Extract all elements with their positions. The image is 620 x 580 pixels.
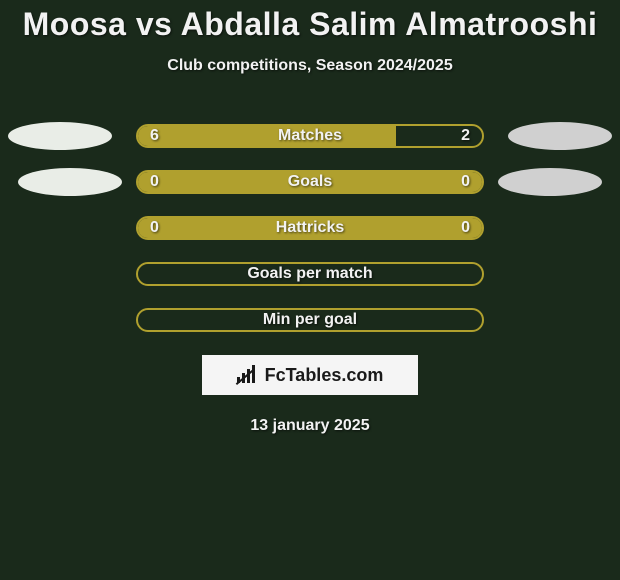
comparison-infographic: Moosa vs Abdalla Salim Almatrooshi Club … — [0, 0, 620, 580]
stat-bar-track: Matches 6 2 — [136, 124, 484, 148]
stat-row: Hattricks 0 0 — [0, 205, 620, 251]
player-left-ellipse — [18, 168, 122, 196]
stat-bar-label: Goals — [288, 173, 332, 191]
stat-bar-track: Hattricks 0 0 — [136, 216, 484, 240]
subtitle: Club competitions, Season 2024/2025 — [0, 57, 620, 75]
stat-value-right: 2 — [461, 127, 470, 145]
player-right-ellipse — [508, 122, 612, 150]
stat-value-right: 0 — [461, 219, 470, 237]
stat-value-right: 0 — [461, 173, 470, 191]
stat-row: Min per goal — [0, 297, 620, 343]
stat-bar-track: Min per goal — [136, 308, 484, 332]
player-left-ellipse — [8, 122, 112, 150]
stat-row: Goals 0 0 — [0, 159, 620, 205]
brand-text: FcTables.com — [265, 365, 384, 386]
stat-row: Goals per match — [0, 251, 620, 297]
stat-bar-label: Min per goal — [263, 311, 357, 329]
stat-bar-label: Hattricks — [276, 219, 344, 237]
stat-value-left: 0 — [150, 173, 159, 191]
stat-bar-track: Goals 0 0 — [136, 170, 484, 194]
footer-date: 13 january 2025 — [0, 417, 620, 435]
stat-value-left: 0 — [150, 219, 159, 237]
stat-row: Matches 6 2 — [0, 113, 620, 159]
page-title: Moosa vs Abdalla Salim Almatrooshi — [0, 0, 620, 43]
brand-badge: FcTables.com — [202, 355, 418, 395]
stat-bar-label: Goals per match — [247, 265, 372, 283]
stat-bar-label: Matches — [278, 127, 342, 145]
stat-value-left: 6 — [150, 127, 159, 145]
stat-bars-section: Matches 6 2 Goals 0 0 Hattricks 0 0 Goals per mat… — [0, 113, 620, 343]
brand-chart-icon — [237, 365, 259, 385]
stat-bar-track: Goals per match — [136, 262, 484, 286]
player-right-ellipse — [498, 168, 602, 196]
